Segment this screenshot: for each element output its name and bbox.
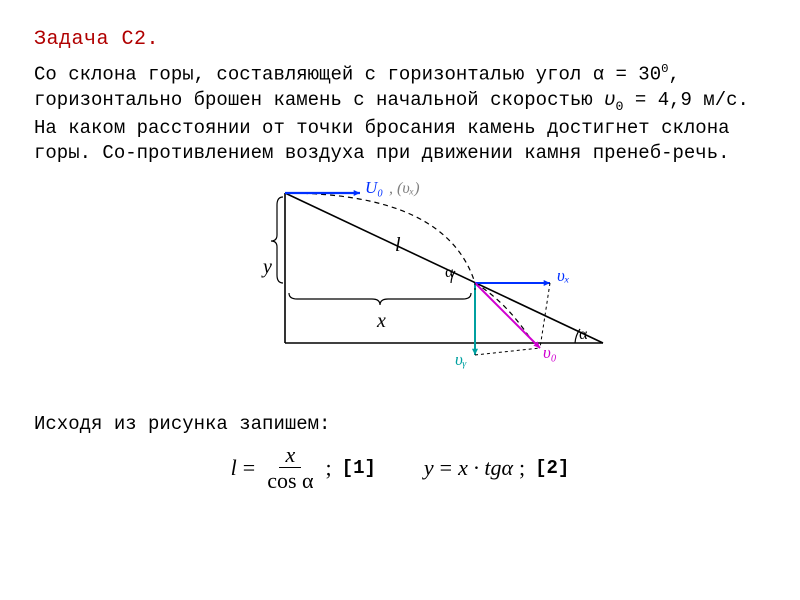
f1-semicolon: ; <box>326 455 332 481</box>
svg-text:υᵧ: υᵧ <box>455 350 467 369</box>
f2-semicolon: ; <box>519 455 525 481</box>
f1-fraction: x cos α <box>261 443 319 492</box>
svg-text:, (υₓ): , (υₓ) <box>389 180 420 197</box>
f2-lhs: y <box>424 455 434 481</box>
f1-den: cos α <box>261 468 319 492</box>
svg-text:α: α <box>445 264 454 281</box>
problem-title: Задача С2. <box>34 28 766 51</box>
diagram-container: y l x α α U₀ , (υₓ) υₓ υᵧ υ₀ <box>34 173 766 403</box>
formula-1: l = x cos α ; [1] <box>231 443 376 492</box>
derivation-intro: Исходя из рисунка запишем: <box>34 413 766 435</box>
svg-text:x: x <box>376 310 386 332</box>
svg-text:υₓ: υₓ <box>557 266 570 285</box>
f2-rhs: x · tgα <box>458 455 513 481</box>
f1-lhs: l <box>231 455 237 481</box>
sup-zero: 0 <box>661 62 668 76</box>
problem-statement: Со склона горы, составляющей с горизонта… <box>34 61 766 167</box>
svg-text:υ₀: υ₀ <box>543 343 557 362</box>
v0-symbol: υ <box>604 89 615 111</box>
f1-eq: = <box>243 455 255 481</box>
physics-diagram: y l x α α U₀ , (υₓ) υₓ υᵧ υ₀ <box>185 173 615 403</box>
formula-2: y = x · tgα ; [2] <box>424 455 569 481</box>
f2-ref: [2] <box>535 457 569 479</box>
f1-num: x <box>279 443 301 468</box>
f1-ref: [1] <box>342 457 376 479</box>
text-pre: Со склона горы, составляющей с горизонта… <box>34 63 661 85</box>
f2-eq: = <box>440 455 452 481</box>
svg-text:α: α <box>579 326 588 343</box>
svg-text:y: y <box>261 256 272 278</box>
formula-row: l = x cos α ; [1] y = x · tgα ; [2] <box>34 443 766 492</box>
svg-text:U₀: U₀ <box>365 178 383 197</box>
svg-text:l: l <box>395 234 401 256</box>
